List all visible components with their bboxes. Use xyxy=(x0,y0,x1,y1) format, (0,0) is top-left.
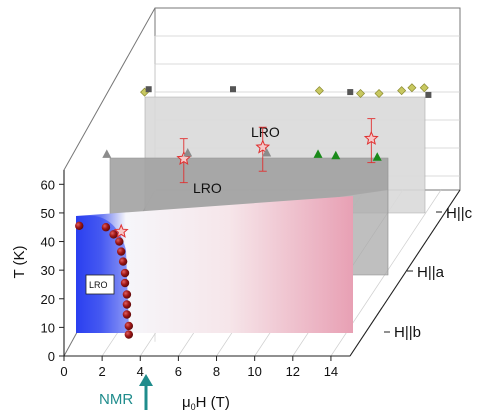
sphere-point xyxy=(122,300,132,309)
sphere-point xyxy=(118,257,128,266)
diamond-point xyxy=(314,86,324,96)
x-tick-label: 14 xyxy=(324,364,338,379)
y-tick-label: 0 xyxy=(48,349,55,364)
star-point xyxy=(363,130,379,145)
sphere-point xyxy=(122,290,132,299)
diamond-point xyxy=(407,83,417,93)
diamond-point xyxy=(419,83,429,93)
sphere-point xyxy=(115,237,124,246)
sphere-point xyxy=(120,278,130,288)
sphere-point xyxy=(109,230,118,239)
x-axis-label: μ0H (T) xyxy=(182,394,230,412)
y-tick-label: 30 xyxy=(41,263,55,278)
x-tick-label: 8 xyxy=(213,364,220,379)
sphere-point xyxy=(124,321,134,331)
y-ticks: 0 10 20 30 40 50 60 xyxy=(41,177,64,364)
region-label-h-b: LRO xyxy=(89,280,108,290)
diamond-point xyxy=(397,86,407,96)
depth-label-h-a: H||a xyxy=(417,264,445,281)
star-point xyxy=(255,139,271,154)
sphere-point xyxy=(75,221,84,230)
axes-lines xyxy=(63,170,350,357)
nmr-arrow-icon xyxy=(139,374,153,410)
x-ticks: 0 2 4 6 8 10 12 14 xyxy=(60,356,338,379)
sphere-point xyxy=(122,310,132,319)
star-point xyxy=(176,150,192,165)
region-label-h-a: LRO xyxy=(193,180,222,196)
x-tick-label: 2 xyxy=(99,364,106,379)
triangle-point xyxy=(331,150,341,160)
x-tick-label: 4 xyxy=(137,364,144,379)
depth-label-h-c: H||c xyxy=(446,205,473,222)
sphere-point xyxy=(117,247,126,256)
x-tick-label: 12 xyxy=(286,364,300,379)
x-tick-label: 6 xyxy=(175,364,182,379)
x-tick-label: 10 xyxy=(247,364,261,379)
y-tick-label: 10 xyxy=(41,320,55,335)
star-point xyxy=(113,223,129,238)
y-tick-label: 40 xyxy=(41,235,55,250)
triangle-point xyxy=(262,147,272,157)
nmr-label: NMR xyxy=(99,391,133,408)
y-tick-label: 20 xyxy=(41,292,55,307)
x-tick-label: 0 xyxy=(60,364,67,379)
depth-axis xyxy=(349,189,461,357)
diamond-point xyxy=(374,89,384,99)
sphere-point xyxy=(124,330,134,339)
square-point xyxy=(425,91,432,98)
triangle-point xyxy=(313,149,323,158)
y-tick-label: 50 xyxy=(41,206,55,221)
sphere-point xyxy=(120,268,130,278)
triangle-point xyxy=(372,152,382,161)
depth-label-h-b: H||b xyxy=(394,324,421,341)
square-point xyxy=(230,86,237,93)
triangle-point xyxy=(183,147,193,157)
square-point xyxy=(145,86,152,93)
y-tick-label: 60 xyxy=(41,177,55,192)
sphere-point xyxy=(101,223,111,232)
data-marks xyxy=(75,83,432,339)
diamond-point xyxy=(356,89,366,99)
triangle-point xyxy=(102,149,112,158)
region-label-h-c: LRO xyxy=(251,124,280,140)
plane-h-b xyxy=(76,196,353,333)
square-point xyxy=(347,89,354,96)
y-axis-label: T (K) xyxy=(11,245,28,278)
